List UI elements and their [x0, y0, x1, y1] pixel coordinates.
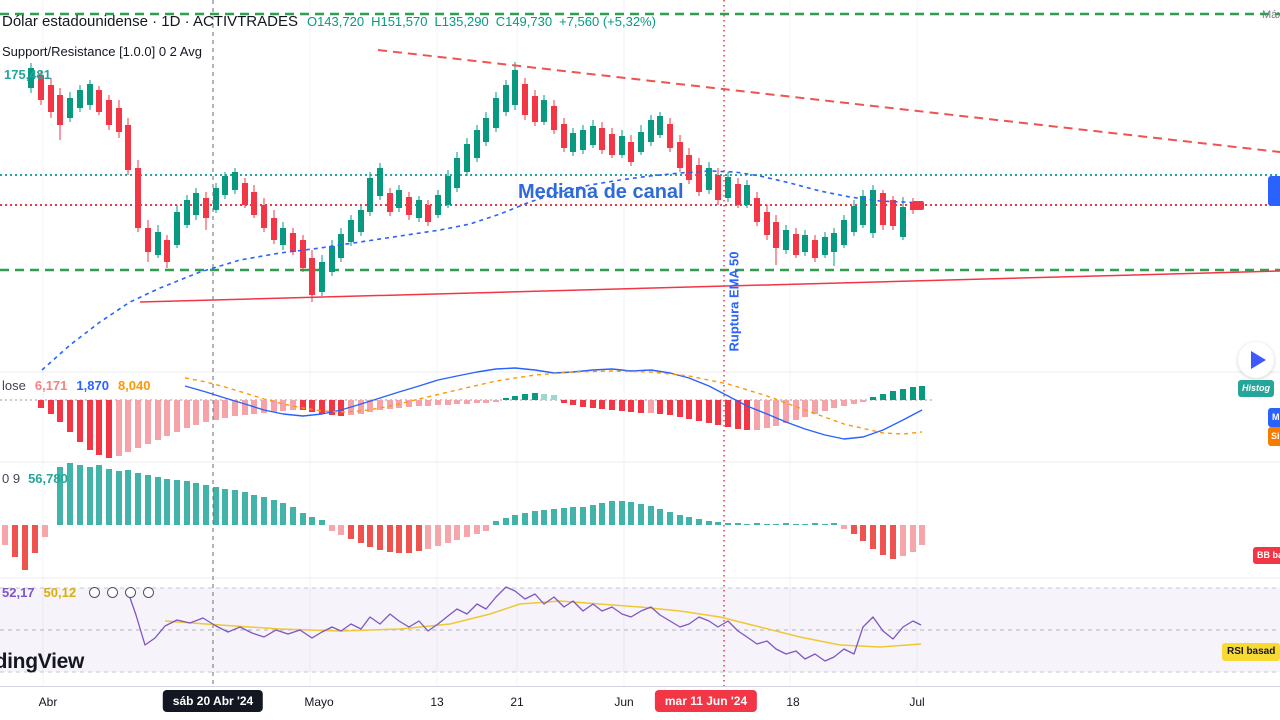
rsi-header[interactable]: 52,17 50,12 [2, 585, 155, 600]
close-value: C149,730 [495, 14, 553, 29]
indicator-value: 175,481 [4, 67, 51, 82]
indicator-controls [89, 587, 155, 598]
macd-header[interactable]: lose 6,171 1,870 8,040 [2, 378, 151, 393]
indicator-title[interactable]: Support/Resistance [1.0.0] 0 2 Avg [2, 44, 202, 59]
macd-signal-value: 8,040 [117, 378, 151, 393]
signal-axis-badge: Si [1268, 427, 1280, 446]
time-axis-label: Mayo [304, 695, 334, 709]
high-value: H151,570 [371, 14, 428, 29]
time-axis-label: Jul [909, 695, 925, 709]
price-axis-badge [1268, 176, 1280, 206]
macd-line-value: 1,870 [76, 378, 109, 393]
ohlc-values: O143,720 H151,570 L135,290 C149,730 +7,5… [307, 14, 656, 29]
volume-value: 56,780 [28, 471, 68, 486]
symbol-header[interactable]: Dólar estadounidense · 1D · ACTIVTRADES … [2, 13, 656, 30]
histogram-axis-badge: Histog [1238, 380, 1274, 397]
macd-label-fragment: lose [2, 378, 26, 393]
change-value: +7,560 (+5,32%) [559, 14, 656, 29]
time-axis-label: 13 [430, 695, 444, 709]
indicator-control-icon[interactable] [89, 587, 101, 598]
symbol-title[interactable]: Dólar estadounidense · 1D · ACTIVTRADES [2, 13, 298, 30]
indicator-control-icon[interactable] [143, 587, 155, 598]
volume-label-fragment: 0 9 [2, 471, 21, 486]
bb-axis-badge: BB ba [1253, 547, 1280, 564]
channel-median-annotation[interactable]: Mediana de canal [518, 181, 684, 203]
low-value: L135,290 [434, 14, 489, 29]
open-value: O143,720 [306, 14, 365, 29]
time-axis-label: 18 [786, 695, 800, 709]
play-button[interactable] [1238, 342, 1274, 378]
time-axis-label: 21 [510, 695, 524, 709]
macd-axis-badge: M [1268, 408, 1280, 427]
crosshair-date-tooltip: sáb 20 Abr '24 [162, 690, 264, 712]
max-label[interactable]: Máx [1262, 9, 1280, 21]
indicator-control-icon[interactable] [125, 587, 137, 598]
ema-break-annotation[interactable]: Ruptura EMA 50 [726, 251, 742, 352]
tradingview-logo[interactable]: TradingView [0, 650, 85, 673]
event-date-tooltip: mar 11 Jun '24 [654, 690, 758, 712]
time-axis-label: Jun [614, 695, 634, 709]
rsi-ma-value: 50,12 [43, 585, 77, 600]
rsi-value: 52,17 [2, 585, 35, 600]
indicator-control-icon[interactable] [107, 587, 119, 598]
play-icon [1250, 351, 1266, 369]
time-axis[interactable]: Abr Mayo 13 21 Jun 18 Jul sáb 20 Abr '24… [0, 686, 1280, 720]
volume-header[interactable]: 0 9 56,780 [2, 471, 68, 486]
price-chart-canvas[interactable] [0, 0, 1280, 686]
rsi-axis-badge: RSI basad [1222, 643, 1280, 661]
macd-hist-value: 6,171 [34, 378, 68, 393]
time-axis-label: Abr [38, 695, 58, 709]
